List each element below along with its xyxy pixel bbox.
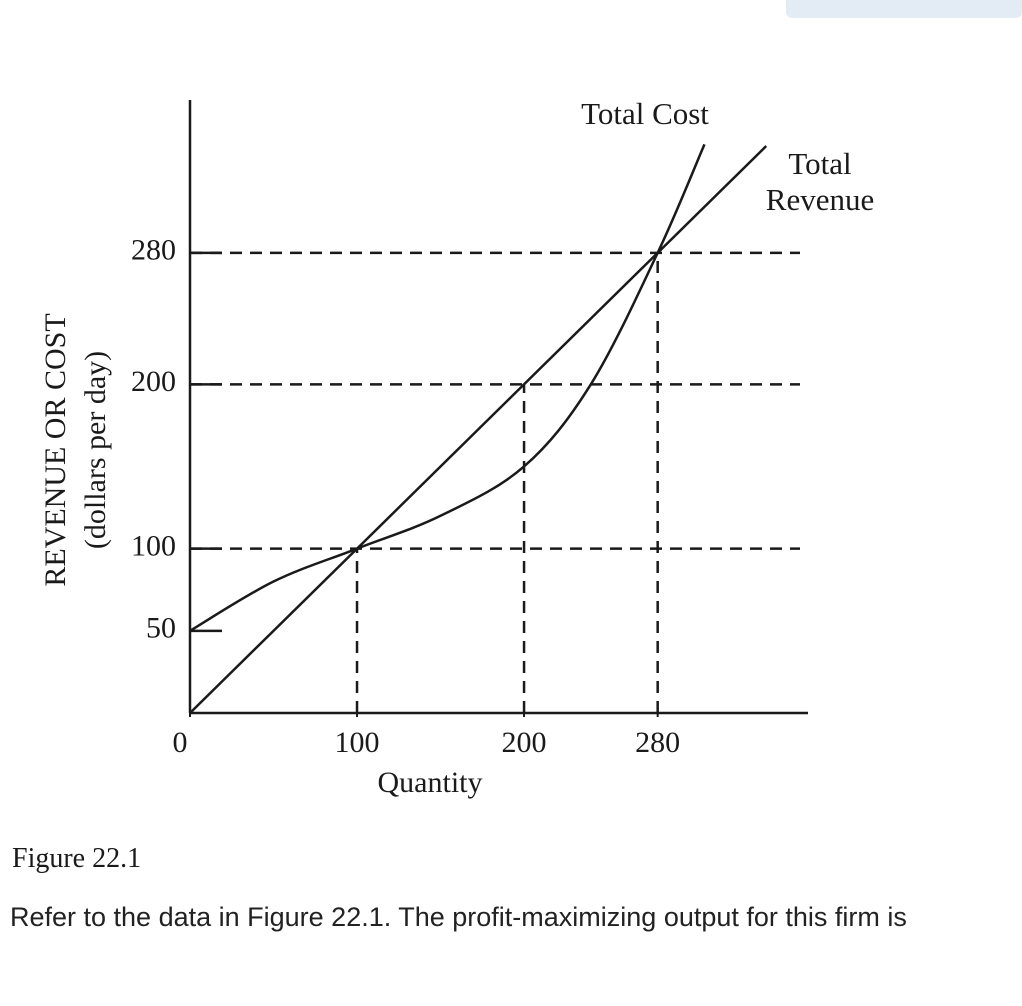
y-tick-label: 280 bbox=[131, 234, 176, 267]
y-axis-label: (dollars per day) bbox=[79, 351, 112, 549]
y-tick-label: 50 bbox=[146, 612, 176, 645]
series-line bbox=[189, 145, 768, 714]
y-tick-label: 200 bbox=[131, 365, 176, 398]
x-tick-label: 0 bbox=[173, 726, 188, 759]
series-label: Total Cost bbox=[581, 96, 709, 131]
chart: Quantity REVENUE OR COST (dollars per da… bbox=[39, 0, 1022, 799]
figure-caption: Figure 22.1 bbox=[12, 843, 142, 874]
x-tick-label: 280 bbox=[635, 726, 680, 759]
x-tick-label: 100 bbox=[335, 726, 380, 759]
x-axis-label: Quantity bbox=[378, 766, 483, 799]
series-line bbox=[189, 143, 706, 632]
x-tick-label: 200 bbox=[502, 726, 547, 759]
y-axis-label: REVENUE OR COST bbox=[39, 313, 72, 586]
series-label: Total Revenue bbox=[765, 146, 875, 217]
top-button[interactable] bbox=[786, 0, 1022, 18]
question-text: Refer to the data in Figure 22.1. The pr… bbox=[10, 902, 907, 932]
y-tick-label: 100 bbox=[131, 530, 176, 563]
